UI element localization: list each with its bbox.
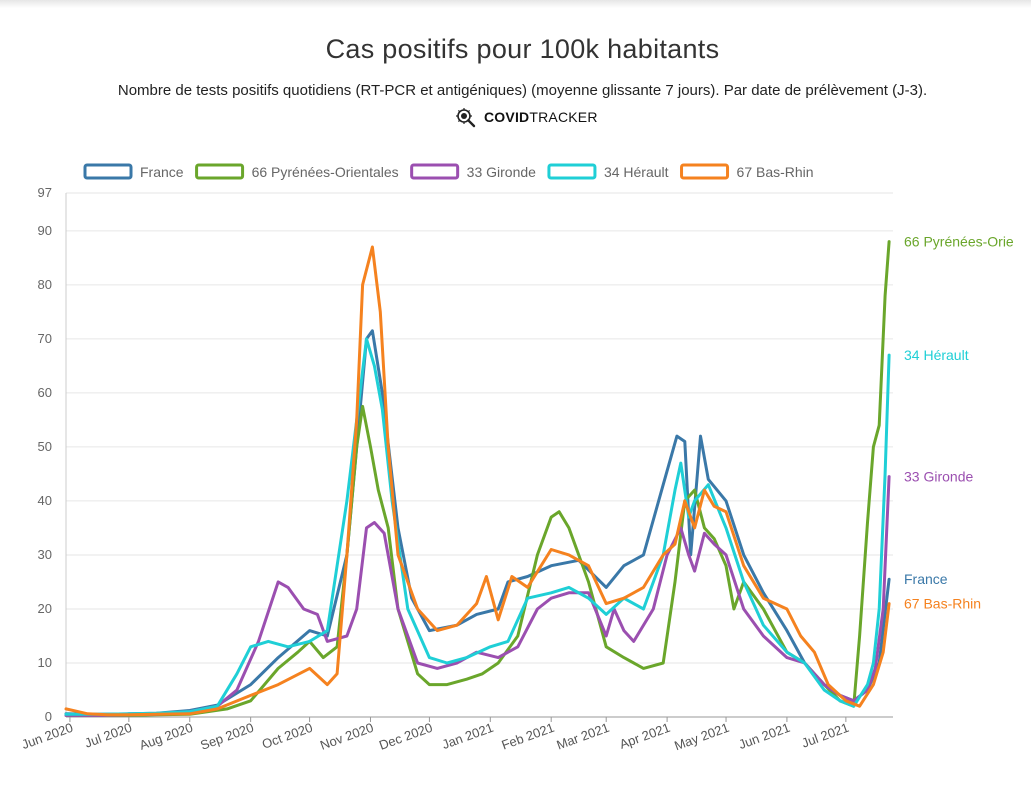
x-tick-label: Oct 2020 xyxy=(260,720,315,752)
y-tick-label: 20 xyxy=(38,601,52,616)
series-line-5 xyxy=(64,245,891,717)
legend-swatch-2 xyxy=(195,163,245,180)
top-shadow xyxy=(0,0,1031,8)
y-tick-label: 30 xyxy=(38,547,52,562)
x-tick-label: Jul 2021 xyxy=(800,720,851,751)
series-line-3 xyxy=(64,475,891,717)
y-axis-ticks: 0 10 20 30 40 50 60 70 80 90 97 xyxy=(38,185,52,724)
legend-entry-3: 33 Gironde xyxy=(467,164,536,180)
end-label-2: 66 Pyrénées-Orie xyxy=(904,234,1014,250)
series-line-2 xyxy=(64,240,891,717)
brand-name: COVIDTRACKER xyxy=(484,109,598,125)
legend-entry-2: 66 Pyrénées-Orientales xyxy=(252,164,399,180)
y-tick-label: 0 xyxy=(45,709,52,724)
covidtracker-brand[interactable]: COVIDTRACKER xyxy=(454,106,598,128)
chart-subtitle: Nombre de tests positifs quotidiens (RT-… xyxy=(117,82,928,99)
end-label-1: France xyxy=(904,571,948,587)
y-tick-label: 97 xyxy=(38,185,52,200)
legend: France 66 Pyrénées-Orientales 33 Gironde 34… xyxy=(83,163,814,180)
x-axis-ticks: Jun 2020 Jul 2020 Aug 2020 Sep 2020 Oct 2020… xyxy=(20,717,851,753)
x-tick-label: May 2021 xyxy=(672,720,731,754)
y-tick-label: 50 xyxy=(38,439,52,454)
y-tick-label: 90 xyxy=(38,223,52,238)
x-tick-label: Jan 2021 xyxy=(440,720,495,752)
x-tick-label: Feb 2021 xyxy=(499,720,556,753)
end-labels: France 66 Pyrénées-Orie 33 Gironde 34 Hérau… xyxy=(904,234,1014,612)
x-tick-label: Sep 2020 xyxy=(198,720,255,753)
y-tick-label: 80 xyxy=(38,277,52,292)
legend-entry-4: 34 Hérault xyxy=(604,164,669,180)
end-label-5: 67 Bas-Rhin xyxy=(904,596,981,612)
end-label-3: 33 Gironde xyxy=(904,469,973,485)
legend-swatch-4 xyxy=(547,163,597,180)
x-tick-label: Jun 2020 xyxy=(20,720,75,752)
x-tick-label: Apr 2021 xyxy=(617,720,672,752)
y-tick-label: 40 xyxy=(38,493,52,508)
series-line-1 xyxy=(64,329,891,716)
end-label-4: 34 Hérault xyxy=(904,347,969,363)
chart-title: Cas positifs pour 100k habitants xyxy=(325,34,720,64)
x-tick-label: Jun 2021 xyxy=(737,720,792,752)
x-tick-label: Dec 2020 xyxy=(377,720,434,753)
legend-swatch-3 xyxy=(410,163,460,180)
x-tick-label: Nov 2020 xyxy=(318,720,375,753)
legend-entry-5: 67 Bas-Rhin xyxy=(737,164,814,180)
grid-lines xyxy=(65,192,893,718)
series-line-4 xyxy=(64,337,891,716)
legend-entry-1: France xyxy=(140,164,184,180)
x-tick-label: Aug 2020 xyxy=(137,720,194,753)
y-tick-label: 60 xyxy=(38,385,52,400)
y-tick-label: 10 xyxy=(38,655,52,670)
legend-swatch-5 xyxy=(680,163,730,180)
x-tick-label: Jul 2020 xyxy=(83,720,134,751)
virus-magnifier-icon xyxy=(456,108,476,128)
legend-swatch-1 xyxy=(83,163,133,180)
y-tick-label: 70 xyxy=(38,331,52,346)
x-tick-label: Mar 2021 xyxy=(554,720,611,753)
series-lines xyxy=(64,240,891,717)
